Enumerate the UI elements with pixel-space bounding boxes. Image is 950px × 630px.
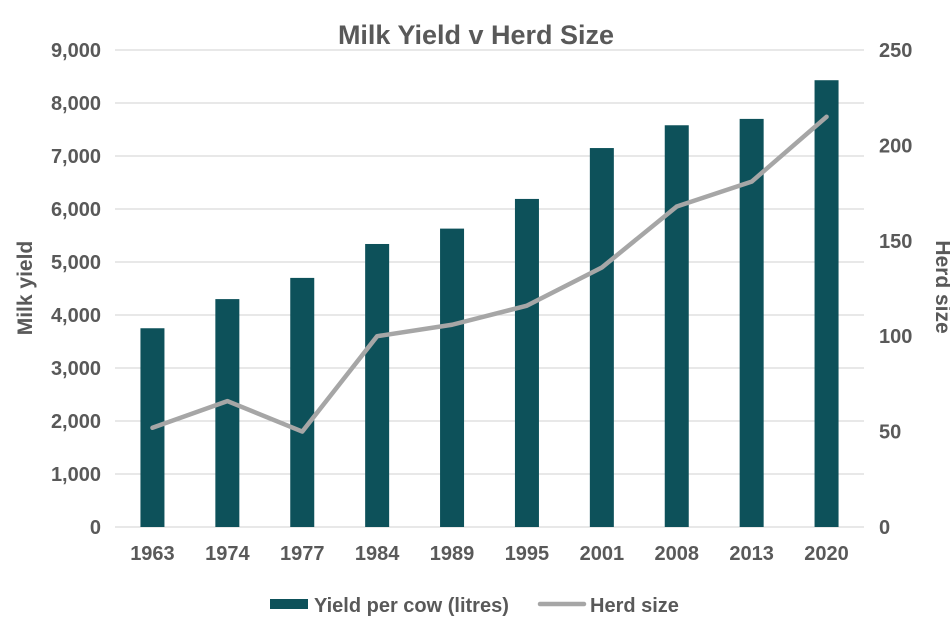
x-axis-tick-label: 1989 — [430, 543, 475, 565]
bar-yield-2013 — [739, 118, 764, 528]
x-axis-tick-label: 2020 — [804, 543, 849, 565]
right-axis-tick-label: 0 — [879, 517, 890, 539]
bar-yield-2001 — [589, 148, 614, 528]
right-axis-tick-label: 150 — [879, 231, 912, 253]
legend-bar-label: Yield per cow (litres) — [314, 595, 509, 617]
bar-yield-1995 — [514, 198, 539, 527]
left-axis-tick-label: 7,000 — [51, 146, 101, 168]
bar-yield-1989 — [440, 228, 465, 528]
x-axis-tick-label: 1984 — [355, 543, 400, 565]
right-axis-tick-label: 250 — [879, 40, 912, 62]
herd-size-line — [150, 114, 829, 434]
left-axis-tick-label: 5,000 — [51, 252, 101, 274]
x-axis-tick-label: 2008 — [655, 543, 700, 565]
legend-line-label: Herd size — [590, 595, 679, 617]
left-axis-title: Milk yield — [14, 241, 37, 336]
chart-title: Milk Yield v Herd Size — [338, 20, 614, 50]
x-axis-tick-label: 2013 — [729, 543, 774, 565]
bar-yield-1984 — [365, 243, 390, 528]
x-axis-tick-label: 1995 — [505, 543, 550, 565]
left-axis-tick-label: 8,000 — [51, 93, 101, 115]
bar-yield-1974 — [215, 299, 240, 527]
left-axis-tick-label: 6,000 — [51, 199, 101, 221]
x-axis-tick-label: 1977 — [280, 543, 325, 565]
left-axis-tick-label: 4,000 — [51, 305, 101, 327]
legend-bar-swatch-icon — [270, 599, 308, 609]
bar-yield-2020 — [814, 80, 839, 528]
left-axis-tick-label: 1,000 — [51, 464, 101, 486]
x-axis-tick-label: 1963 — [130, 543, 175, 565]
plot-area: 0 1,000 2,000 3,000 4,000 5,000 6,000 7,000 8,00… — [51, 40, 912, 565]
legend: Yield per cow (litres) Herd size — [270, 595, 679, 617]
left-axis-tick-label: 2,000 — [51, 411, 101, 433]
right-axis-tick-label: 200 — [879, 135, 912, 157]
right-axis-title: Herd size — [931, 240, 950, 333]
left-axis-tick-label: 9,000 — [51, 40, 101, 62]
left-axis-tick-label: 3,000 — [51, 358, 101, 380]
right-axis-tick-label: 50 — [879, 422, 901, 444]
bar-yield-2008 — [664, 125, 689, 527]
left-axis-tick-label: 0 — [90, 517, 101, 539]
bar-yield-1977 — [290, 277, 315, 527]
x-axis-tick-label: 2001 — [580, 543, 625, 565]
right-axis-tick-label: 100 — [879, 326, 912, 348]
x-axis-tick-label: 1974 — [205, 543, 250, 565]
